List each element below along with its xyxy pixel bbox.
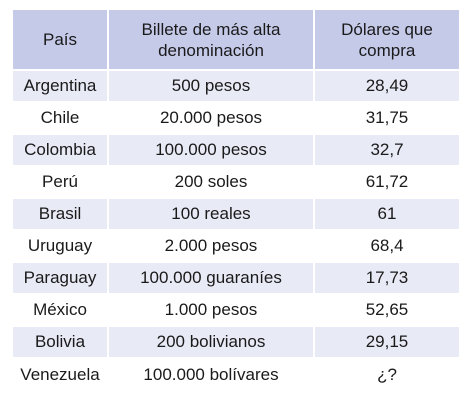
cell-country: Bolivia: [34, 332, 86, 351]
table-row: Bolivia 200 bolivianos 29,15: [13, 326, 459, 358]
cell-country: Uruguay: [27, 236, 93, 255]
cell-banknote: 100 reales: [107, 198, 314, 230]
table-body: Argentina 500 pesos 28,49 Chile 20.000 p…: [13, 70, 459, 390]
header-dollars-purchased: Dólares que compra: [313, 10, 459, 70]
cell-banknote: 200 soles: [107, 166, 314, 198]
cell-country: Chile: [40, 108, 80, 127]
header-country: País: [42, 30, 78, 49]
table-row: Brasil 100 reales 61: [13, 198, 459, 230]
cell-dollars: 28,49: [313, 70, 459, 102]
cell-banknote: 200 bolivianos: [107, 326, 314, 358]
cell-country: Perú: [42, 172, 78, 191]
cell-dollars: 68,4: [313, 230, 459, 262]
table-header: País Billete de más alta denominación Dó…: [13, 10, 459, 70]
table-row: Venezuela 100.000 bolívares ¿?: [13, 358, 459, 390]
table-row: Colombia 100.000 pesos 32,7: [13, 134, 459, 166]
cell-country: Colombia: [24, 140, 96, 159]
table-row: Argentina 500 pesos 28,49: [13, 70, 459, 102]
table-row: México 1.000 pesos 52,65: [13, 294, 459, 326]
table-row: Paraguay 100.000 guaraníes 17,73: [13, 262, 459, 294]
cell-dollars: 17,73: [313, 262, 459, 294]
cell-banknote: 100.000 bolívares: [107, 358, 314, 390]
table-row: Chile 20.000 pesos 31,75: [13, 102, 459, 134]
cell-country: Paraguay: [23, 268, 97, 287]
cell-dollars: 29,15: [313, 326, 459, 358]
cell-banknote: 1.000 pesos: [107, 294, 314, 326]
cell-dollars: 31,75: [313, 102, 459, 134]
cell-banknote: 100.000 guaraníes: [107, 262, 314, 294]
cell-banknote: 2.000 pesos: [107, 230, 314, 262]
cell-banknote: 100.000 pesos: [107, 134, 314, 166]
banknote-table-container: País Billete de más alta denominación Dó…: [13, 10, 459, 390]
banknote-table: País Billete de más alta denominación Dó…: [13, 10, 459, 390]
cell-country: Argentina: [23, 76, 97, 95]
cell-dollars: 52,65: [313, 294, 459, 326]
header-row: País Billete de más alta denominación Dó…: [13, 10, 459, 70]
cell-country: Brasil: [38, 204, 82, 223]
table-row: Perú 200 soles 61,72: [13, 166, 459, 198]
table-row: Uruguay 2.000 pesos 68,4: [13, 230, 459, 262]
cell-banknote: 20.000 pesos: [107, 102, 314, 134]
cell-banknote: 500 pesos: [107, 70, 314, 102]
cell-country: México: [33, 300, 87, 319]
cell-dollars: 32,7: [313, 134, 459, 166]
cell-dollars: ¿?: [313, 358, 459, 390]
cell-dollars: 61: [313, 198, 459, 230]
cell-country: Venezuela: [20, 364, 100, 384]
cell-dollars: 61,72: [313, 166, 459, 198]
header-highest-banknote: Billete de más alta denominación: [107, 10, 314, 70]
